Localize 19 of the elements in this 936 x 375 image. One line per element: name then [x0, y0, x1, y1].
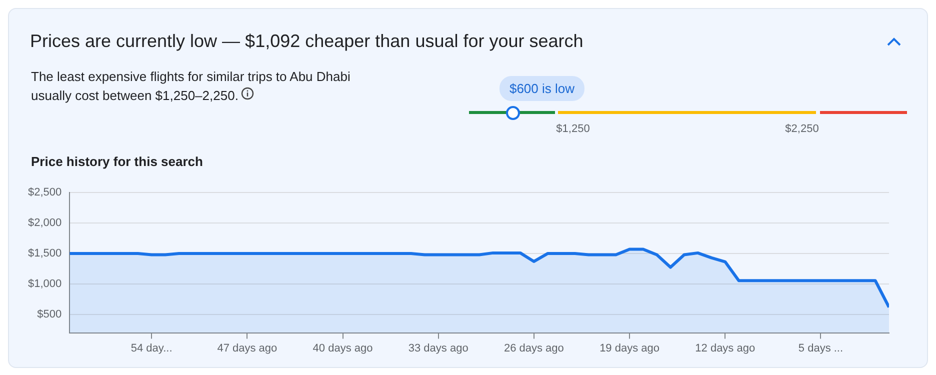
chart-title: Prices are currently low — $1,092 cheaper than usual for your search [30, 31, 584, 52]
y-tick-label: $1,500 [28, 248, 62, 260]
x-tick-label: 47 days ago [217, 342, 278, 354]
y-tick-label: $500 [37, 308, 62, 321]
chart-subtitle: The least expensive flights for similar trips to Abu Dhabi usually cost between $1,250–2,250. [31, 68, 352, 105]
text: Price history for this search [31, 154, 203, 169]
x-tick-label: 40 days ago [312, 342, 373, 354]
text: $1,250 [556, 123, 590, 135]
x-tick-label: 26 days ago [504, 342, 564, 354]
x-tick-label: 19 days ago [600, 342, 660, 354]
x-tick-label: 12 days ago [695, 342, 756, 354]
y-tick-label: $2,000 [28, 217, 62, 230]
text: $600 is low [499, 76, 585, 101]
x-tick-label: 5 days ... [798, 342, 844, 354]
y-tick-label: $1,000 [28, 278, 62, 290]
y-tick-label: $2,500 [28, 186, 62, 199]
text: $2,250 [785, 123, 819, 135]
x-tick-label: 33 days ago [408, 342, 468, 354]
x-tick-label: 54 day... [130, 342, 172, 354]
